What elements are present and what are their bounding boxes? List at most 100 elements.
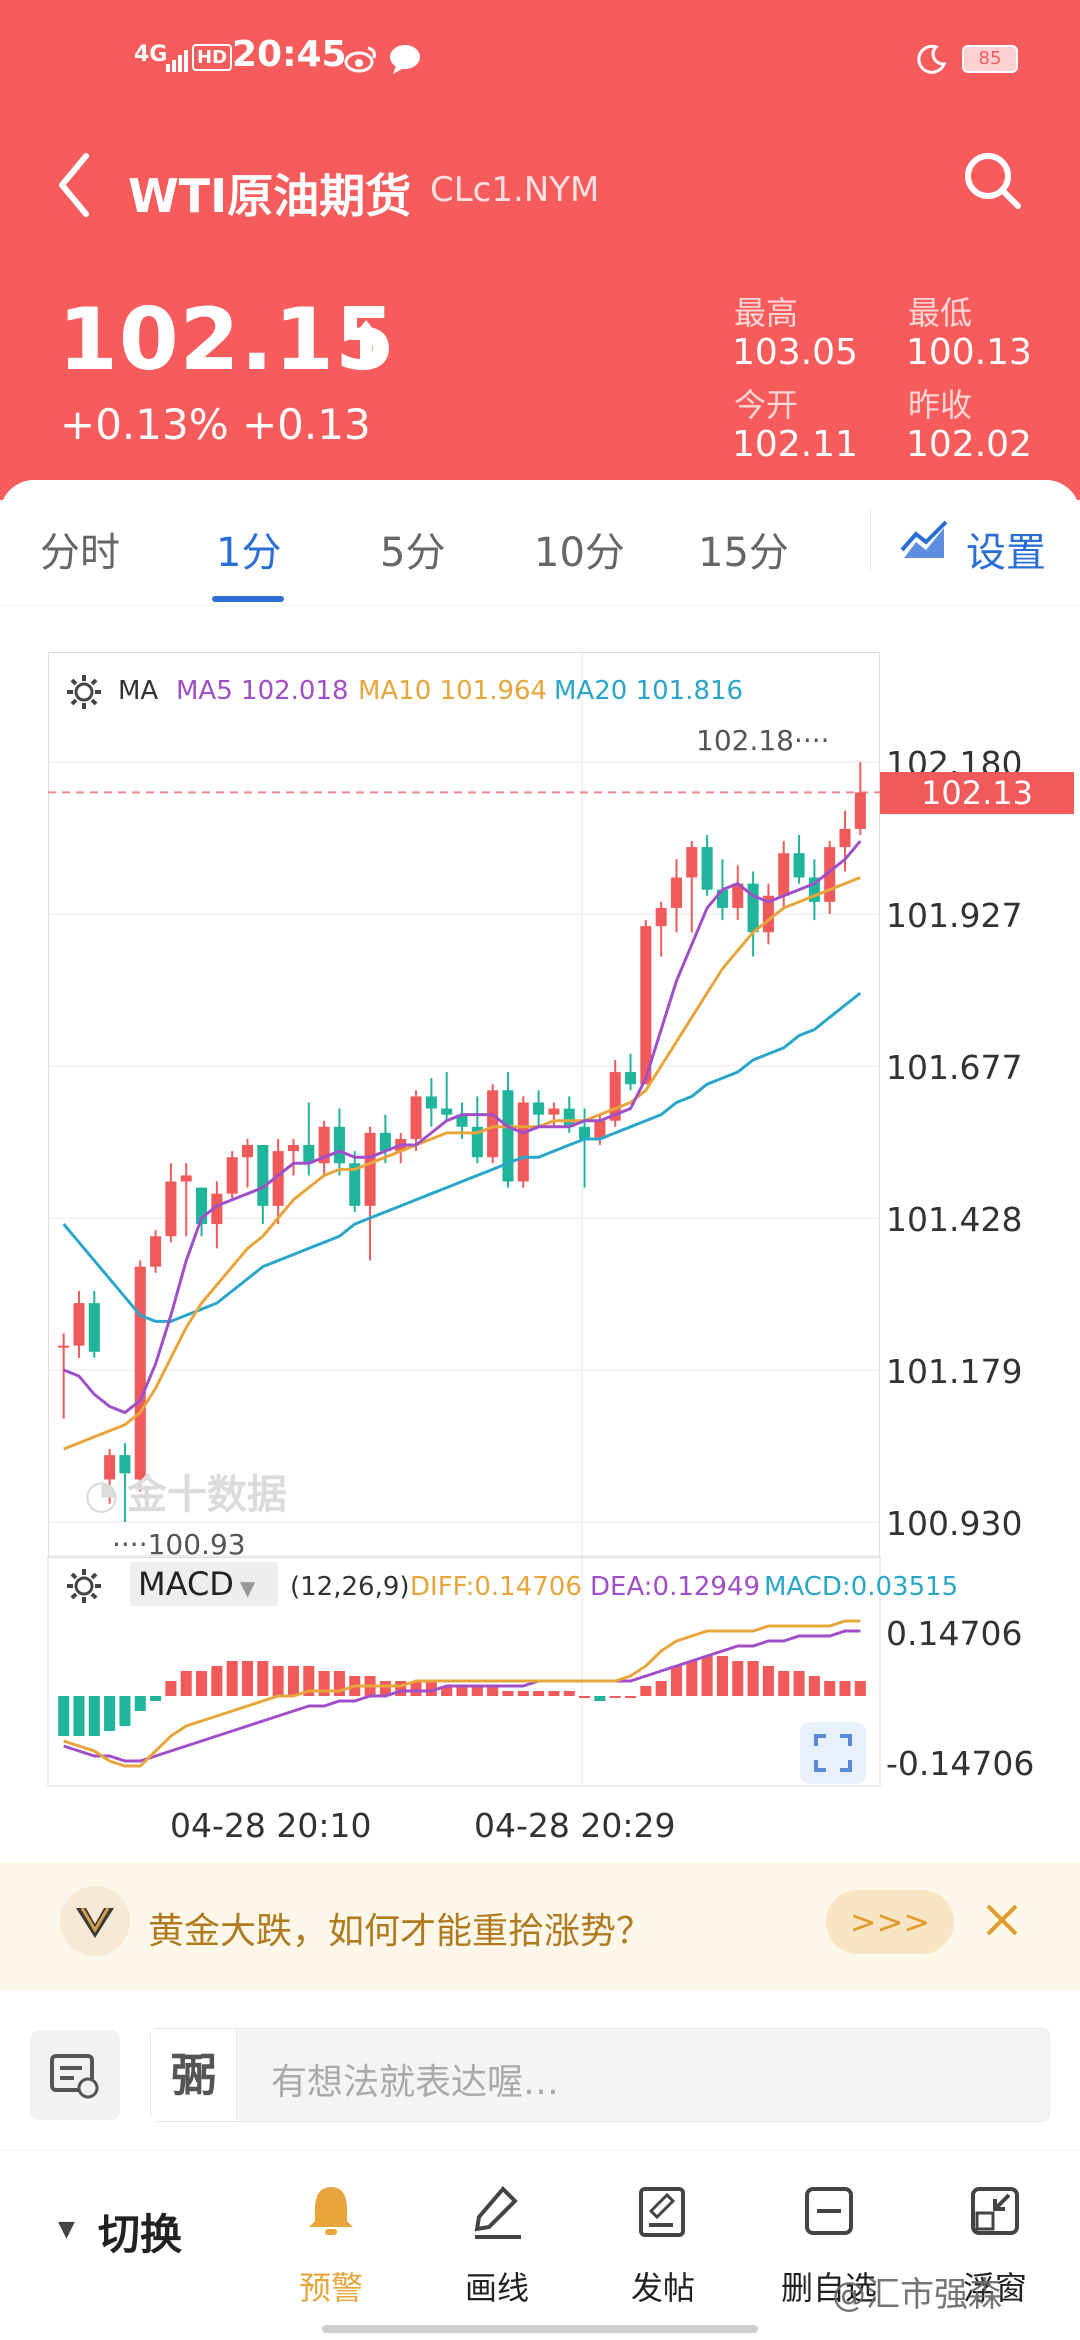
settings-label[interactable]: 设置 — [966, 530, 1046, 576]
macd-histogram-bar — [670, 1666, 683, 1696]
y-tick-label: 101.428 — [886, 1200, 1023, 1239]
macd-y-tick: 0.14706 — [886, 1614, 1023, 1653]
search-icon — [965, 153, 1021, 209]
macd-settings-button[interactable] — [64, 1566, 104, 1610]
prev-close-label: 昨收 — [908, 386, 973, 424]
tab-timeshare[interactable]: 分时 — [40, 530, 120, 576]
macd-histogram-bar — [410, 1681, 422, 1696]
tab-1min[interactable]: 1分 — [216, 530, 282, 576]
candle-body — [349, 1163, 361, 1206]
macd-histogram-bar — [104, 1696, 116, 1731]
macd-histogram-bar — [579, 1696, 591, 1698]
post-button[interactable]: 发帖 — [588, 2181, 738, 2309]
candle-body — [287, 1145, 299, 1152]
tab-15min[interactable]: 15分 — [698, 530, 789, 576]
news-feed-button[interactable] — [30, 2030, 120, 2120]
prev-close-value: 102.02 — [906, 424, 1032, 465]
candle-body — [640, 926, 652, 1085]
ma-settings-button[interactable] — [64, 672, 104, 716]
macd-histogram-bar — [73, 1696, 85, 1736]
bell-icon — [309, 2187, 353, 2235]
macd-params: (12,26,9) — [290, 1572, 410, 1602]
macd-histogram-bar — [548, 1691, 560, 1696]
open-value: 102.11 — [732, 424, 858, 465]
candle-body — [318, 1126, 330, 1164]
candle-body — [104, 1455, 116, 1480]
home-indicator[interactable] — [322, 2325, 758, 2333]
macd-histogram-bar — [487, 1686, 499, 1696]
close-icon — [986, 1904, 1018, 1936]
weibo-icon — [344, 44, 378, 78]
macd-histogram-bar — [854, 1681, 866, 1696]
quote-header: 4G HD 20:45 85 WTI原油期货 CLc1.NYM 102.15 +… — [0, 0, 1080, 500]
candle-body — [839, 828, 851, 848]
macd-histogram-bar — [395, 1681, 407, 1696]
gear-icon — [67, 1569, 101, 1603]
draw-line-button[interactable]: 画线 — [422, 2181, 572, 2309]
tab-5min[interactable]: 5分 — [380, 530, 446, 576]
candle-body — [808, 877, 820, 902]
settings-button[interactable] — [900, 520, 950, 568]
promo-close-button[interactable] — [982, 1900, 1022, 1944]
promo-text: 黄金大跌，如何才能重拾涨势？ — [148, 1911, 653, 1952]
macd-dea: DEA:0.12949 — [590, 1572, 761, 1602]
candle-body — [88, 1303, 100, 1352]
macd-histogram-bar — [686, 1661, 698, 1696]
ma10-legend: MA10 101.964 — [358, 676, 548, 706]
macd-diff: DIFF:0.14706 — [410, 1572, 582, 1602]
candle-body — [747, 883, 759, 933]
candle-body — [165, 1181, 177, 1237]
candle-body — [211, 1193, 223, 1225]
candle-body — [471, 1126, 483, 1158]
y-tick-label: 100.930 — [886, 1504, 1023, 1543]
candle-body — [196, 1187, 208, 1225]
ma5-line — [63, 840, 862, 1415]
candle-body — [563, 1108, 575, 1127]
tab-10min[interactable]: 10分 — [534, 530, 625, 576]
macd-histogram-bar — [563, 1691, 575, 1696]
caret-down-icon: ▼ — [58, 2217, 75, 2242]
tab-divider — [870, 510, 871, 570]
low-value: 100.13 — [906, 332, 1032, 373]
macd-histogram-bar — [333, 1671, 345, 1696]
candle-body — [119, 1455, 131, 1474]
comment-badge: 弻 — [151, 2029, 237, 2121]
chart-frame — [48, 652, 880, 1558]
fullscreen-button[interactable] — [800, 1722, 866, 1784]
switch-button[interactable]: 切换 — [98, 2210, 183, 2259]
promo-more-button[interactable]: >>> — [826, 1890, 954, 1954]
macd-histogram-bar — [196, 1671, 208, 1696]
float-window-button[interactable]: 浮窗 — [920, 2181, 1070, 2309]
x-tick-label: 04-28 20:10 — [170, 1806, 372, 1845]
macd-histogram-bar — [839, 1681, 851, 1696]
ma20-legend: MA20 101.816 — [554, 676, 744, 706]
macd-histogram-bar — [762, 1666, 774, 1696]
macd-histogram-bar — [778, 1671, 790, 1696]
macd-histogram-bar — [379, 1681, 391, 1696]
search-button[interactable] — [962, 150, 1022, 214]
macd-histogram-bar — [533, 1691, 545, 1696]
macd-y-tick: -0.14706 — [886, 1744, 1035, 1783]
candle-body — [732, 883, 744, 908]
network-indicator: 4G — [134, 42, 168, 67]
back-button[interactable] — [54, 150, 94, 224]
hd-badge: HD — [192, 44, 233, 71]
remove-watchlist-button[interactable]: 删自选 — [754, 2181, 904, 2309]
bottom-toolbar: ▼ 切换 预警 画线 发帖 删自选 浮窗 @汇市强森 — [0, 2150, 1080, 2340]
macd-histogram-bar — [732, 1661, 744, 1696]
candle-body — [58, 1345, 70, 1348]
promo-banner[interactable]: 黄金大跌，如何才能重拾涨势？ >>> — [0, 1862, 1080, 1990]
y-tick-label: 101.927 — [886, 896, 1023, 935]
indicator-select[interactable]: MACD ▼ — [130, 1562, 278, 1606]
macd-histogram-bar — [165, 1681, 177, 1696]
minus-square-icon — [805, 2187, 853, 2235]
instrument-symbol: CLc1.NYM — [430, 170, 600, 210]
macd-histogram-bar — [272, 1666, 284, 1696]
macd-histogram-bar — [58, 1696, 70, 1736]
comment-input[interactable]: 弻 有想法就表达喔… — [150, 2028, 1050, 2122]
alert-button[interactable]: 预警 — [256, 2181, 406, 2309]
macd-histogram-bar — [808, 1676, 820, 1696]
candle-body — [701, 847, 713, 890]
candle-body — [272, 1151, 284, 1206]
candle-body — [655, 907, 667, 927]
